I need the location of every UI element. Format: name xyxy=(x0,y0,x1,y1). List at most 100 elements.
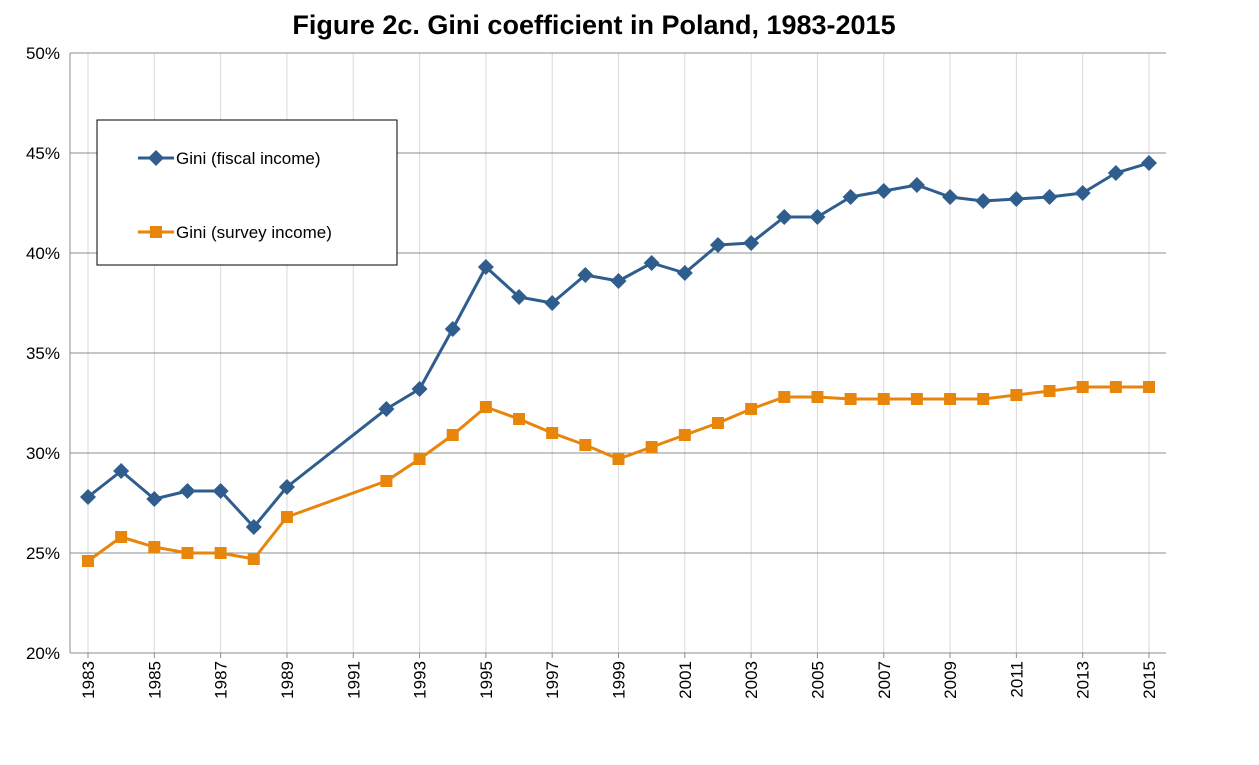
data-point-diamond xyxy=(908,177,925,193)
axes: 20% 25% 30% 35% 40% 45% 50% 1983 1985 1987 1989 199… xyxy=(26,44,1166,699)
data-point-square xyxy=(380,475,393,487)
data-point-diamond xyxy=(809,209,826,225)
data-point-diamond xyxy=(245,519,262,535)
data-point-square xyxy=(877,393,890,405)
y-tick-label: 30% xyxy=(26,444,60,463)
data-point-diamond xyxy=(577,267,594,283)
x-tick-label: 1993 xyxy=(411,661,430,699)
series-fiscal-income xyxy=(80,155,1157,535)
x-tick-label: 2013 xyxy=(1074,661,1093,699)
data-point-diamond xyxy=(511,289,528,305)
legend-item: Gini (survey income) xyxy=(138,223,332,242)
x-tick-label: 1991 xyxy=(344,661,363,699)
data-point-square xyxy=(745,403,758,415)
data-point-square xyxy=(944,393,957,405)
data-point-square xyxy=(844,393,857,405)
data-point-square xyxy=(150,226,162,238)
data-point-square xyxy=(711,417,724,429)
data-point-diamond xyxy=(610,273,627,289)
legend-item: Gini (fiscal income) xyxy=(138,149,321,168)
data-point-square xyxy=(612,453,625,465)
x-tick-label: 1995 xyxy=(477,661,496,699)
data-point-diamond xyxy=(378,401,395,417)
data-point-square xyxy=(446,429,459,441)
data-point-square xyxy=(645,441,658,453)
legend-label: Gini (fiscal income) xyxy=(176,149,321,168)
x-tick-label: 1985 xyxy=(145,661,164,699)
data-point-diamond xyxy=(942,189,959,205)
data-point-diamond xyxy=(1008,191,1025,207)
data-point-square xyxy=(1010,389,1023,401)
legend-box xyxy=(96,119,398,266)
x-tick-label: 1999 xyxy=(610,661,629,699)
data-point-diamond xyxy=(148,150,164,166)
data-point-square xyxy=(513,413,526,425)
data-point-diamond xyxy=(776,209,793,225)
x-tick-label: 2011 xyxy=(1007,661,1026,698)
data-point-square xyxy=(910,393,923,405)
data-point-diamond xyxy=(1074,185,1091,201)
y-tick-label: 40% xyxy=(26,244,60,263)
data-point-square xyxy=(1109,381,1122,393)
legend-label: Gini (survey income) xyxy=(176,223,332,242)
data-point-diamond xyxy=(146,491,163,507)
data-point-diamond xyxy=(212,483,229,499)
x-tick-label: 2001 xyxy=(676,661,695,699)
y-tick-label: 25% xyxy=(26,544,60,563)
data-point-square xyxy=(479,401,492,413)
data-point-square xyxy=(148,541,161,553)
data-point-square xyxy=(1143,381,1155,393)
legend: Gini (fiscal income) Gini (survey income) xyxy=(96,119,398,266)
data-point-diamond xyxy=(709,237,726,253)
data-point-square xyxy=(214,547,227,559)
series-survey-income xyxy=(82,381,1155,567)
x-tick-label: 1987 xyxy=(212,661,231,699)
data-point-square xyxy=(678,429,691,441)
x-tick-label: 2005 xyxy=(808,661,827,699)
x-tick-label: 2009 xyxy=(941,661,960,699)
data-point-diamond xyxy=(444,321,461,337)
data-point-square xyxy=(247,553,260,565)
data-point-square xyxy=(181,547,194,559)
data-point-diamond xyxy=(80,489,96,505)
data-point-diamond xyxy=(975,193,992,209)
series-layer xyxy=(80,155,1157,567)
data-point-diamond xyxy=(1141,155,1157,171)
x-tick-label: 2015 xyxy=(1140,661,1159,699)
data-point-diamond xyxy=(477,259,494,275)
data-point-square xyxy=(413,453,426,465)
data-point-square xyxy=(280,511,293,523)
x-tick-label: 1989 xyxy=(278,661,297,699)
y-tick-label: 20% xyxy=(26,644,60,663)
data-point-diamond xyxy=(411,381,428,397)
x-tick-label: 2007 xyxy=(875,661,894,699)
data-point-square xyxy=(546,427,559,439)
data-point-diamond xyxy=(278,479,295,495)
data-point-square xyxy=(1043,385,1056,397)
x-tick-label: 2003 xyxy=(742,661,761,699)
data-point-square xyxy=(82,555,94,567)
data-point-diamond xyxy=(875,183,892,199)
data-point-diamond xyxy=(179,483,196,499)
chart-title: Figure 2c. Gini coefficient in Poland, 1… xyxy=(292,10,895,40)
data-point-diamond xyxy=(676,265,693,281)
data-point-diamond xyxy=(1041,189,1058,205)
data-point-square xyxy=(778,391,791,403)
data-point-diamond xyxy=(544,295,561,311)
data-point-square xyxy=(811,391,824,403)
data-point-square xyxy=(977,393,990,405)
data-point-square xyxy=(579,439,592,451)
y-tick-label: 50% xyxy=(26,44,60,63)
y-tick-label: 45% xyxy=(26,144,60,163)
data-point-square xyxy=(1076,381,1089,393)
data-point-diamond xyxy=(743,235,760,251)
data-point-diamond xyxy=(842,189,859,205)
y-tick-label: 35% xyxy=(26,344,60,363)
data-point-square xyxy=(115,531,128,543)
x-tick-label: 1997 xyxy=(543,661,562,699)
data-point-diamond xyxy=(113,463,130,479)
data-point-diamond xyxy=(1107,165,1124,181)
x-tick-label: 1983 xyxy=(79,661,98,699)
data-point-diamond xyxy=(643,255,660,271)
